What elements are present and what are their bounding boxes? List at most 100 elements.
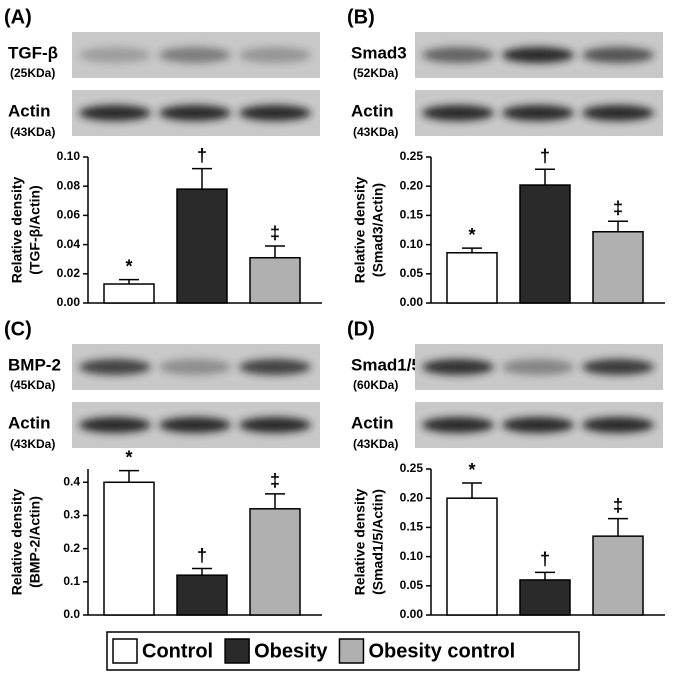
- y-tick-label: 0.05: [400, 266, 424, 280]
- blot-band: [159, 359, 231, 375]
- blot-band: [79, 417, 151, 433]
- blot-kda: (60KDa): [353, 378, 398, 392]
- bar: [446, 497, 498, 616]
- blot-label: Smad1/5: [351, 355, 421, 374]
- y-axis-label: (Smad1/5/Actin): [370, 489, 386, 595]
- panel-label: (D): [347, 318, 375, 340]
- actin-kda: (43KDa): [10, 125, 55, 139]
- bar: [249, 508, 301, 616]
- blot-band: [79, 105, 151, 121]
- y-tick-label: 0.0: [63, 607, 80, 621]
- actin-label: Actin: [8, 413, 51, 432]
- blot-band: [239, 105, 311, 121]
- y-tick-label: 0.20: [400, 178, 424, 192]
- legend-label: Obesity: [254, 640, 328, 662]
- actin-kda: (43KDa): [353, 437, 398, 451]
- bar: [249, 256, 301, 304]
- panel-label: (B): [347, 6, 375, 28]
- actin-kda: (43KDa): [353, 125, 398, 139]
- significance-marker: ‡: [270, 223, 280, 243]
- bar: [592, 535, 644, 616]
- blot-band: [79, 47, 151, 63]
- significance-marker: *: [468, 460, 475, 480]
- blot-band: [239, 47, 311, 63]
- blot-kda: (45KDa): [10, 378, 55, 392]
- y-tick-label: 0.4: [63, 474, 80, 488]
- y-axis-label: (BMP-2/Actin): [27, 496, 43, 588]
- significance-marker: †: [197, 145, 207, 165]
- blot-band: [239, 417, 311, 433]
- significance-marker: *: [468, 225, 475, 245]
- blot-band: [79, 359, 151, 375]
- panel-label: (C): [4, 318, 32, 340]
- legend-swatch: [338, 638, 365, 664]
- y-tick-label: 0.04: [57, 237, 81, 251]
- bar: [446, 252, 498, 304]
- actin-label: Actin: [8, 101, 51, 120]
- blot-band: [502, 359, 574, 375]
- legend-swatch: [112, 638, 138, 664]
- y-tick-label: 0.02: [57, 266, 81, 280]
- blot-band: [582, 105, 654, 121]
- y-tick-label: 0.25: [400, 149, 424, 163]
- y-axis-label: Relative density: [352, 488, 368, 595]
- y-tick-label: 0.10: [400, 549, 424, 563]
- y-axis-label: (TGF-β/Actin): [27, 185, 43, 274]
- blot-kda: (52KDa): [353, 66, 398, 80]
- blot-band: [239, 359, 311, 375]
- bar: [176, 574, 228, 616]
- blot-band: [422, 359, 494, 375]
- blot-band: [159, 47, 231, 63]
- blot-label: BMP-2: [8, 355, 61, 374]
- y-tick-label: 0.3: [63, 508, 80, 522]
- significance-marker: ‡: [613, 495, 623, 515]
- blot-band: [502, 105, 574, 121]
- blot-label: Smad3: [351, 43, 407, 62]
- y-axis-label: (Smad3/Actin): [370, 183, 386, 277]
- y-tick-label: 0.15: [400, 208, 424, 222]
- panel-label: (A): [4, 6, 32, 28]
- significance-marker: †: [540, 549, 550, 569]
- blot-band: [502, 417, 574, 433]
- blot-band: [422, 47, 494, 63]
- blot-kda: (25KDa): [10, 66, 55, 80]
- y-axis-label: Relative density: [9, 176, 25, 283]
- blot-band: [422, 417, 494, 433]
- blot-label: TGF-β: [8, 43, 58, 62]
- y-tick-label: 0.08: [57, 178, 81, 192]
- bar: [176, 188, 228, 304]
- blot-band: [582, 417, 654, 433]
- legend-label: Control: [142, 640, 213, 662]
- y-tick-label: 0.00: [57, 295, 81, 309]
- actin-label: Actin: [351, 413, 394, 432]
- bar: [103, 481, 155, 616]
- blot-band: [582, 47, 654, 63]
- y-tick-label: 0.20: [400, 490, 424, 504]
- bar: [592, 231, 644, 304]
- legend-swatch: [224, 638, 250, 664]
- y-axis-label: Relative density: [9, 488, 25, 595]
- y-axis-label: Relative density: [352, 176, 368, 283]
- blot-band: [159, 417, 231, 433]
- blot-band: [159, 105, 231, 121]
- y-tick-label: 0.00: [400, 295, 424, 309]
- y-tick-label: 0.1: [63, 574, 80, 588]
- bar: [519, 184, 571, 304]
- significance-marker: †: [540, 146, 550, 166]
- legend-box: [106, 631, 580, 671]
- y-tick-label: 0.05: [400, 578, 424, 592]
- blot-band: [582, 359, 654, 375]
- blot-band: [502, 47, 574, 63]
- significance-marker: *: [125, 256, 132, 276]
- bar: [103, 283, 155, 304]
- actin-kda: (43KDa): [10, 437, 55, 451]
- y-tick-label: 0.10: [400, 237, 424, 251]
- y-tick-label: 0.25: [400, 461, 424, 475]
- blot-band: [422, 105, 494, 121]
- significance-marker: *: [125, 447, 132, 467]
- y-tick-label: 0.10: [57, 149, 81, 163]
- significance-marker: †: [197, 545, 207, 565]
- y-tick-label: 0.15: [400, 520, 424, 534]
- y-tick-label: 0.06: [57, 208, 81, 222]
